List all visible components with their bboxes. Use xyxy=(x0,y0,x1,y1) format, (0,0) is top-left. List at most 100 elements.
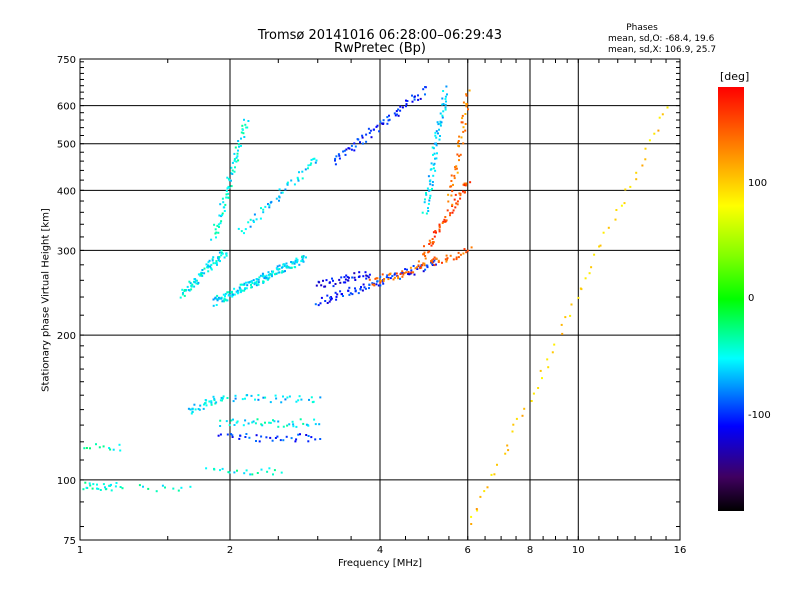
echo-point xyxy=(181,288,184,291)
echo-point xyxy=(435,144,438,147)
echo-point xyxy=(428,189,431,192)
echo-point xyxy=(233,170,236,173)
echo-point xyxy=(394,114,397,117)
echo-point xyxy=(294,259,297,262)
phase-colorbar xyxy=(718,87,744,511)
echo-point xyxy=(221,300,224,303)
echo-point xyxy=(224,298,227,301)
echo-point xyxy=(428,243,431,245)
echo-point xyxy=(393,273,396,276)
echo-point xyxy=(82,488,85,491)
echo-point xyxy=(442,110,445,113)
echo-point xyxy=(361,134,364,137)
echo-point xyxy=(88,482,91,485)
echo-point xyxy=(353,272,356,275)
echo-point xyxy=(397,108,400,111)
echo-point xyxy=(189,485,192,488)
echo-point xyxy=(231,293,234,296)
echo-point xyxy=(397,277,400,280)
echo-point xyxy=(264,205,267,208)
echo-point xyxy=(252,221,255,223)
echo-point xyxy=(393,112,396,115)
echo-point xyxy=(231,436,234,438)
echo-point xyxy=(297,399,300,402)
echo-point xyxy=(648,139,651,142)
echo-point xyxy=(225,196,228,199)
echo-point xyxy=(248,281,251,284)
echo-point xyxy=(422,88,425,91)
echo-point xyxy=(380,122,383,125)
echo-point xyxy=(340,276,343,279)
echo-point xyxy=(433,264,436,267)
echo-point xyxy=(365,277,368,280)
echo-point xyxy=(267,277,270,280)
echo-point xyxy=(457,140,460,142)
echo-point xyxy=(445,85,448,88)
echo-point xyxy=(193,403,196,406)
echo-point xyxy=(532,392,535,395)
echo-point xyxy=(234,146,237,149)
echo-point xyxy=(465,94,468,97)
echo-point xyxy=(228,471,231,474)
echo-point xyxy=(220,249,223,252)
echo-point xyxy=(451,205,454,207)
echo-point xyxy=(629,185,632,188)
echo-point xyxy=(386,116,389,119)
echo-point xyxy=(284,270,286,273)
echo-point xyxy=(320,296,323,299)
echo-point xyxy=(277,425,280,428)
echo-point xyxy=(465,102,468,105)
echo-point xyxy=(252,279,255,282)
echo-point xyxy=(623,202,626,205)
echo-point xyxy=(438,230,441,233)
echo-point xyxy=(439,120,442,123)
echo-point xyxy=(391,275,394,278)
echo-point xyxy=(456,203,459,206)
echo-point xyxy=(216,299,219,302)
echo-point xyxy=(449,212,452,215)
echo-point xyxy=(343,149,346,152)
echo-point xyxy=(242,132,245,135)
echo-point xyxy=(214,262,217,265)
echo-point xyxy=(444,258,447,261)
echo-point xyxy=(257,278,260,281)
echo-point xyxy=(422,262,425,265)
echo-point xyxy=(244,397,246,400)
echo-point xyxy=(455,202,458,205)
echo-point xyxy=(353,276,356,279)
echo-point xyxy=(218,226,220,228)
echo-point xyxy=(83,447,86,450)
echo-point xyxy=(429,189,432,192)
echo-point xyxy=(569,314,572,317)
echo-point xyxy=(210,263,213,266)
echo-point xyxy=(222,299,225,302)
echo-point xyxy=(118,443,121,446)
echo-point xyxy=(221,467,224,470)
echo-point xyxy=(354,287,356,290)
echo-point xyxy=(361,289,364,292)
echo-point xyxy=(298,171,300,174)
echo-point xyxy=(206,266,209,269)
echo-point xyxy=(251,282,254,284)
echo-point xyxy=(245,469,248,472)
echo-point xyxy=(255,434,258,437)
echo-point xyxy=(412,265,415,267)
echo-point xyxy=(99,489,102,491)
echo-point xyxy=(187,289,190,291)
echo-point xyxy=(286,424,289,427)
echo-point xyxy=(222,395,225,398)
echo-point xyxy=(456,200,459,203)
echo-point xyxy=(193,285,196,288)
echo-point xyxy=(365,133,368,136)
echo-point xyxy=(325,279,328,282)
echo-point xyxy=(215,401,218,404)
echo-point xyxy=(221,212,224,215)
echo-point xyxy=(434,134,437,137)
echo-point xyxy=(375,125,378,128)
echo-point xyxy=(463,248,466,251)
echo-point xyxy=(215,260,218,263)
echo-point xyxy=(444,216,447,218)
echo-point xyxy=(249,218,252,221)
echo-point xyxy=(438,223,441,226)
